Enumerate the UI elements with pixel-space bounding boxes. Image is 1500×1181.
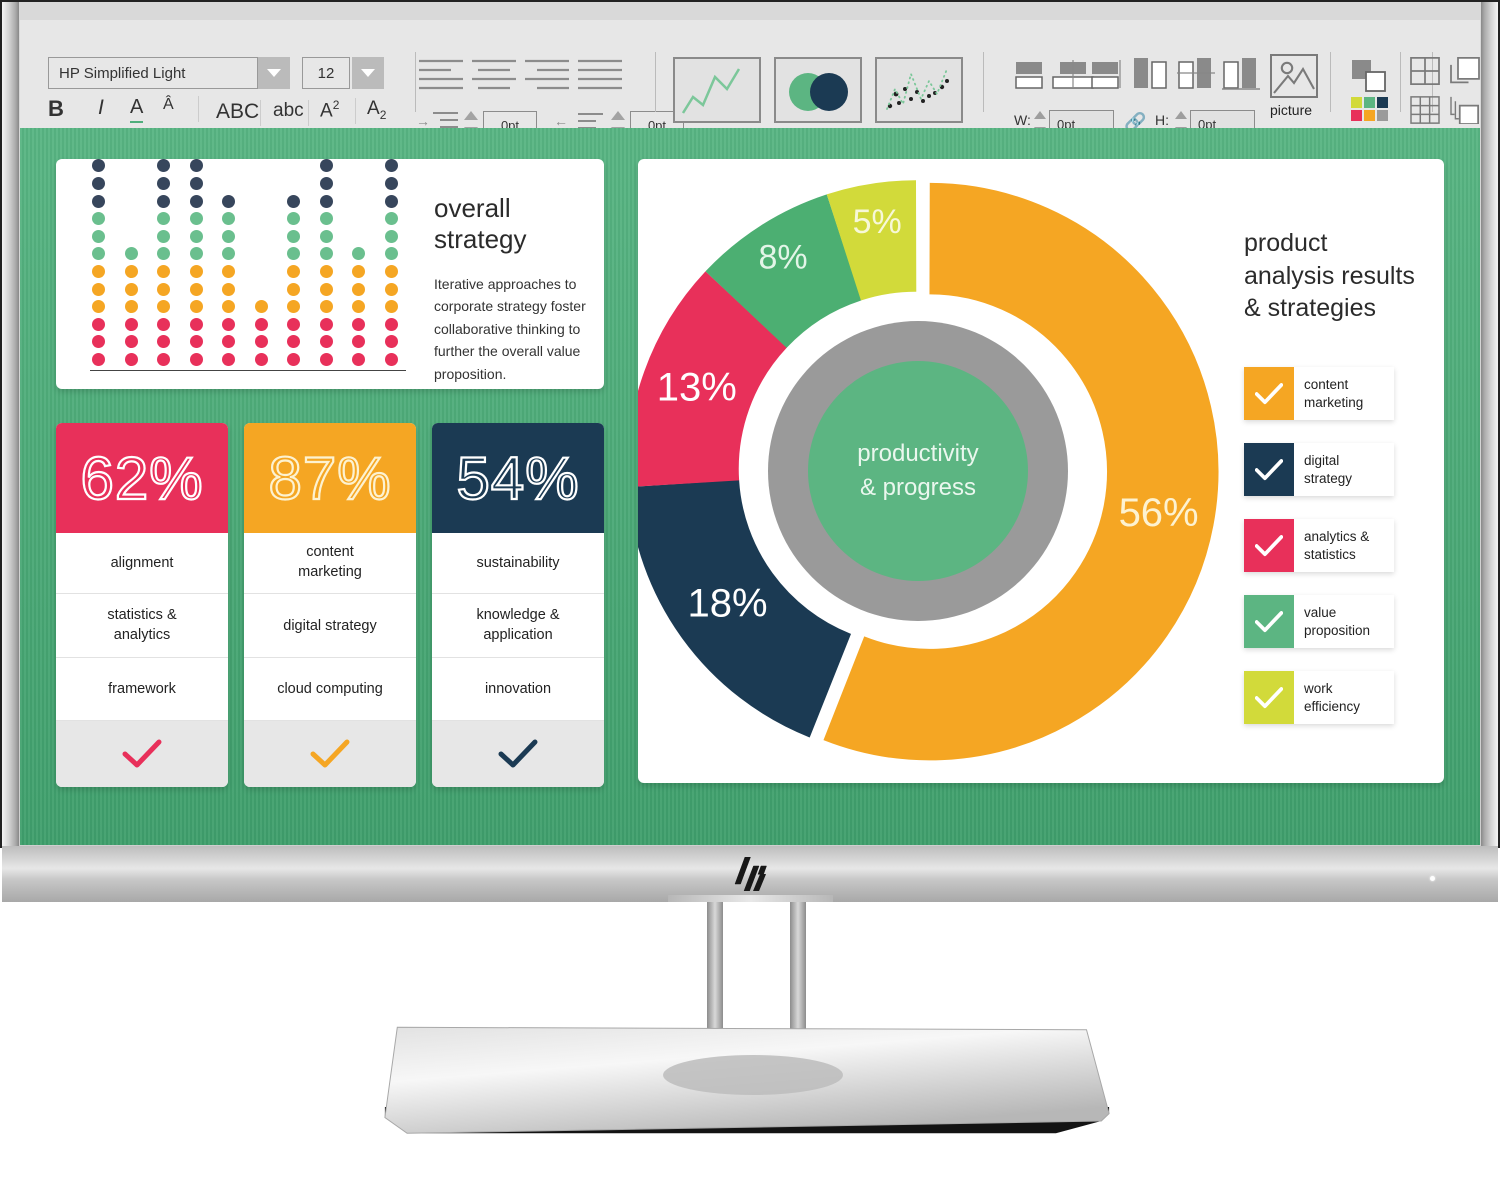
svg-text:18%: 18% xyxy=(687,582,767,626)
svg-text:5%: 5% xyxy=(853,203,902,241)
svg-text:13%: 13% xyxy=(657,366,737,410)
svg-text:56%: 56% xyxy=(1119,491,1199,535)
svg-text:8%: 8% xyxy=(759,239,808,277)
